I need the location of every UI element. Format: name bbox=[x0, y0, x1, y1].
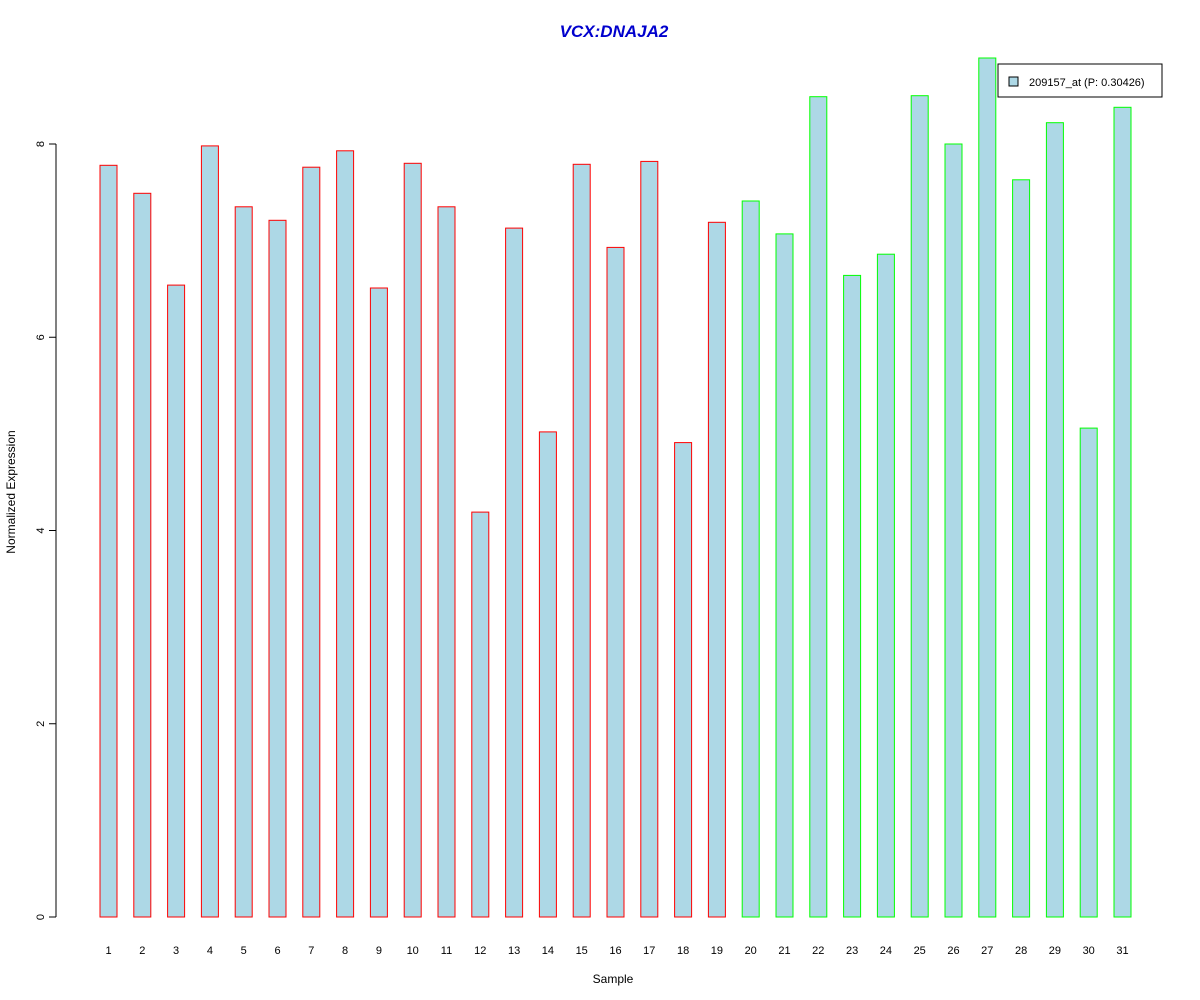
bar-sample-20 bbox=[741, 200, 760, 918]
bar-sample-15 bbox=[572, 163, 591, 918]
bar-sample-19 bbox=[707, 221, 726, 918]
x-tick-label: 11 bbox=[441, 945, 452, 957]
x-tick-label: 1 bbox=[105, 945, 111, 957]
bar-sample-10 bbox=[403, 162, 422, 918]
x-tick-label: 5 bbox=[241, 945, 247, 957]
x-tick-label: 17 bbox=[643, 945, 655, 957]
bar-sample-1 bbox=[99, 164, 118, 918]
bars bbox=[99, 57, 1132, 918]
chart-title: VCX:DNAJA2 bbox=[560, 22, 669, 41]
bar-sample-23 bbox=[843, 274, 862, 918]
bar-sample-6 bbox=[268, 219, 287, 918]
x-tick-label: 27 bbox=[981, 945, 993, 957]
bar-sample-3 bbox=[167, 284, 186, 918]
x-tick-label: 22 bbox=[812, 945, 824, 957]
bar-sample-18 bbox=[674, 442, 693, 918]
x-tick-label: 8 bbox=[342, 945, 348, 957]
x-tick-label: 10 bbox=[407, 945, 419, 957]
bar-sample-21 bbox=[775, 233, 794, 918]
bar-sample-11 bbox=[437, 206, 456, 918]
bar-sample-14 bbox=[538, 431, 557, 918]
legend-swatch bbox=[1008, 76, 1019, 87]
x-tick-label: 13 bbox=[508, 945, 520, 957]
bar-sample-29 bbox=[1045, 122, 1064, 918]
bar-sample-24 bbox=[876, 253, 895, 918]
x-tick-label: 23 bbox=[846, 945, 858, 957]
bar-sample-25 bbox=[910, 95, 929, 918]
x-tick-label: 30 bbox=[1083, 945, 1095, 957]
bar-sample-2 bbox=[133, 192, 152, 918]
x-tick-label: 7 bbox=[308, 945, 314, 957]
bar-sample-13 bbox=[505, 227, 524, 918]
bar-sample-12 bbox=[471, 511, 490, 918]
x-tick-label: 14 bbox=[542, 945, 554, 957]
bar-sample-4 bbox=[200, 145, 219, 918]
y-tick-label: 8 bbox=[35, 141, 47, 147]
legend-label: 209157_at (P: 0.30426) bbox=[1029, 77, 1145, 89]
x-tick-label: 18 bbox=[677, 945, 689, 957]
x-tick-label: 31 bbox=[1116, 945, 1128, 957]
x-tick-labels: 1 2 3 4 5 6 7 8 9 10 11 12 13 14 15 16 17 18 19 20 21 22 23 24 2… bbox=[105, 945, 1128, 957]
x-tick-label: 28 bbox=[1015, 945, 1027, 957]
bar-sample-9 bbox=[369, 287, 388, 918]
bar-sample-5 bbox=[234, 206, 253, 918]
x-tick-label: 2 bbox=[139, 945, 145, 957]
x-tick-label: 29 bbox=[1049, 945, 1061, 957]
x-tick-label: 12 bbox=[474, 945, 486, 957]
bar-sample-7 bbox=[302, 166, 321, 918]
x-tick-label: 16 bbox=[609, 945, 621, 957]
y-axis: 0 2 4 6 8 bbox=[35, 141, 57, 920]
x-axis-title: Sample bbox=[593, 972, 634, 986]
bar-sample-16 bbox=[606, 246, 625, 918]
x-tick-label: 21 bbox=[778, 945, 790, 957]
x-tick-label: 6 bbox=[274, 945, 280, 957]
x-tick-label: 15 bbox=[576, 945, 588, 957]
x-tick-label: 4 bbox=[207, 945, 213, 957]
bar-sample-31 bbox=[1113, 106, 1132, 918]
x-tick-label: 26 bbox=[947, 945, 959, 957]
bar-sample-17 bbox=[640, 160, 659, 918]
y-tick-label: 2 bbox=[35, 721, 47, 727]
y-tick-label: 4 bbox=[35, 527, 47, 533]
y-tick-label: 6 bbox=[35, 334, 47, 340]
y-axis-title: Normalized Expression bbox=[4, 430, 18, 553]
x-tick-label: 24 bbox=[880, 945, 892, 957]
bar-sample-30 bbox=[1079, 427, 1098, 918]
bar-sample-28 bbox=[1012, 179, 1031, 918]
bar-sample-27 bbox=[978, 57, 997, 918]
x-tick-label: 3 bbox=[173, 945, 179, 957]
x-tick-label: 9 bbox=[376, 945, 382, 957]
x-tick-label: 20 bbox=[745, 945, 757, 957]
x-tick-label: 25 bbox=[914, 945, 926, 957]
legend: 209157_at (P: 0.30426) bbox=[997, 63, 1163, 98]
legend-box bbox=[997, 63, 1163, 98]
bar-sample-22 bbox=[809, 96, 828, 918]
bar-sample-8 bbox=[336, 150, 355, 918]
y-tick-label: 0 bbox=[35, 914, 47, 920]
x-tick-label: 19 bbox=[711, 945, 723, 957]
bar-sample-26 bbox=[944, 143, 963, 918]
